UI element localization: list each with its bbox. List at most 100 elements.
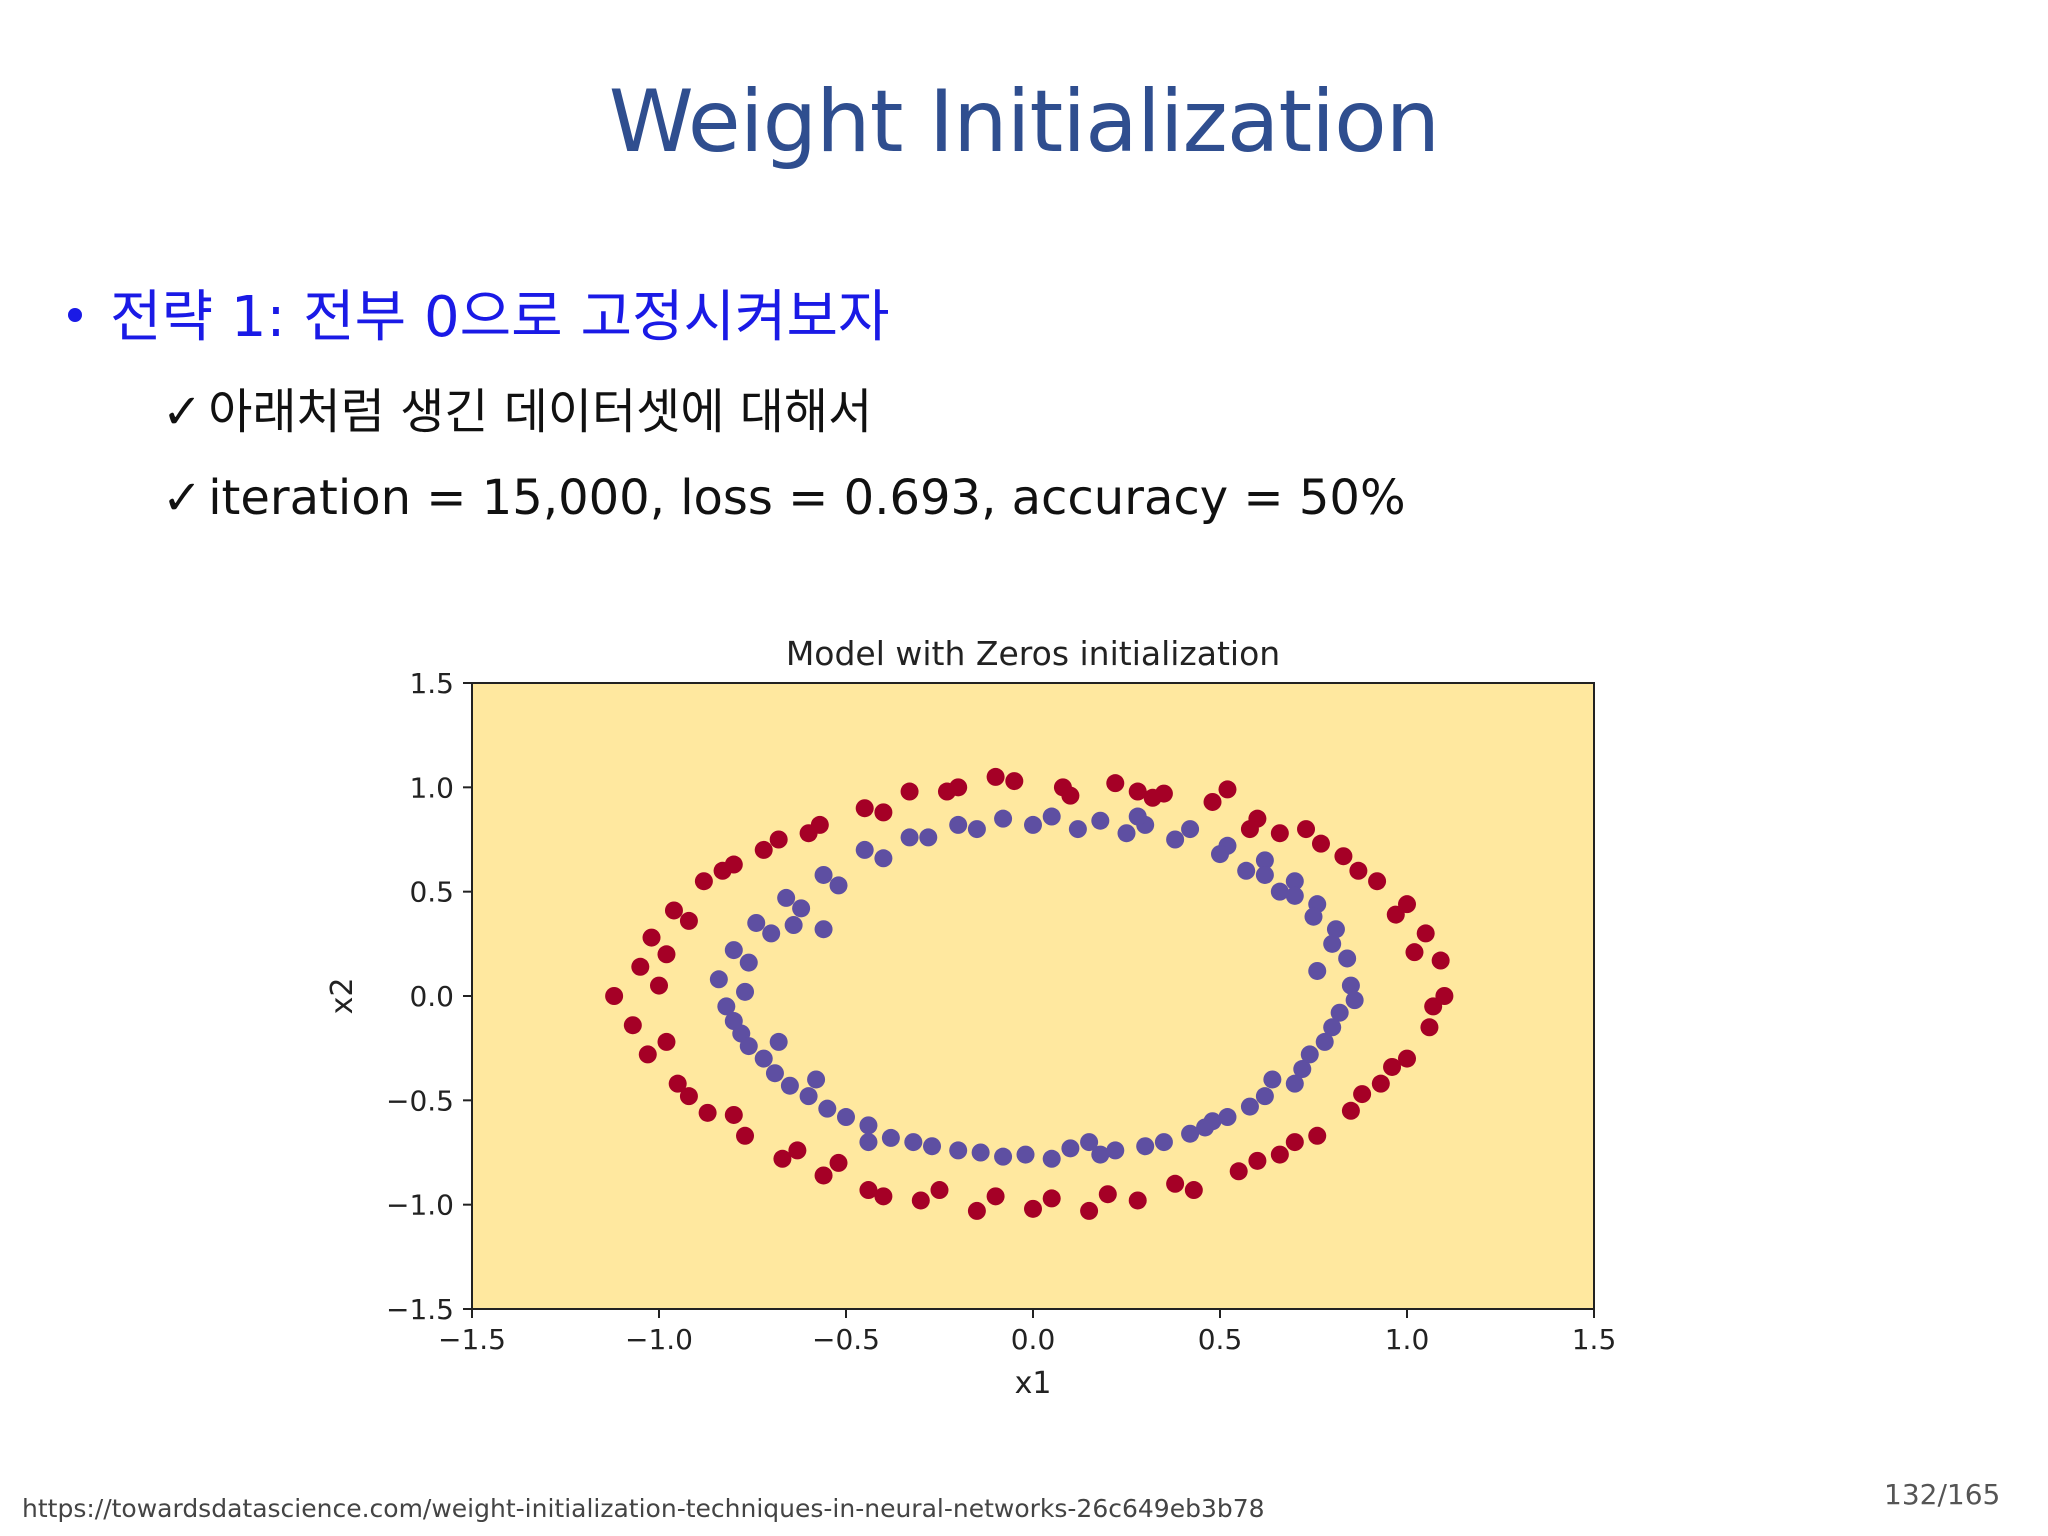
outer-point	[1203, 792, 1222, 811]
inner-point	[709, 970, 728, 989]
source-link[interactable]: https://towardsdatascience.com/weight-in…	[22, 1494, 1265, 1523]
outer-point	[736, 1126, 755, 1145]
y-axis-label: x2	[325, 978, 360, 1015]
x-tick-label: −0.5	[812, 1323, 880, 1356]
chart-svg: −1.5 −1.0 −0.5 0.0 0.5 1.0 1.5 −1.5 −1.0 −0.5 0.0 0…	[325, 634, 1617, 1401]
points-layer	[605, 767, 1454, 1220]
inner-point	[1323, 1018, 1342, 1037]
x-tick-label: 1.5	[1572, 1323, 1617, 1356]
outer-point	[855, 799, 874, 818]
outer-point	[1420, 1018, 1439, 1037]
outer-point	[1386, 905, 1405, 924]
outer-point	[1229, 1162, 1248, 1181]
inner-point	[837, 1108, 855, 1127]
check-text: iteration = 15,000, loss = 0.693, accura…	[208, 470, 1406, 526]
outer-point	[1334, 847, 1353, 866]
outer-point	[1166, 1174, 1185, 1193]
inner-point	[747, 913, 766, 932]
outer-point	[859, 1181, 878, 1200]
inner-point	[949, 1141, 968, 1160]
inner-point	[1345, 991, 1364, 1010]
inner-point	[1255, 1087, 1274, 1106]
inner-point	[762, 924, 781, 943]
outer-point	[1371, 1074, 1390, 1093]
inner-point	[1285, 872, 1304, 891]
inner-point	[1117, 824, 1136, 843]
inner-point	[1255, 865, 1274, 884]
outer-point	[1383, 1057, 1402, 1076]
outer-point	[799, 824, 818, 843]
inner-point	[736, 982, 755, 1001]
inner-point	[792, 899, 811, 918]
outer-point	[1311, 834, 1330, 853]
inner-point	[859, 1133, 878, 1152]
inner-point	[1285, 886, 1304, 905]
outer-point	[1297, 820, 1316, 839]
inner-point	[814, 865, 833, 884]
inner-point	[784, 916, 803, 935]
outer-point	[1285, 1133, 1304, 1152]
y-tick-label: 1.5	[409, 667, 454, 700]
checkmark-icon: ✓	[162, 470, 203, 526]
outer-point	[713, 861, 732, 880]
outer-point	[814, 1166, 833, 1185]
inner-point	[1091, 811, 1110, 830]
outer-point	[1184, 1181, 1203, 1200]
inner-point	[777, 888, 796, 907]
inner-point	[769, 1032, 788, 1051]
inner-point	[859, 1116, 878, 1135]
inner-point	[724, 941, 743, 960]
inner-point	[1323, 934, 1342, 953]
outer-point	[1061, 786, 1080, 805]
page-number: 132/165	[1884, 1478, 2001, 1511]
inner-point	[1106, 1141, 1125, 1160]
x-tick-label: −1.5	[438, 1323, 506, 1356]
check-item-results: ✓ iteration = 15,000, loss = 0.693, accur…	[162, 470, 1406, 526]
inner-point	[1293, 1060, 1312, 1079]
outer-point	[638, 1045, 657, 1064]
inner-point	[765, 1064, 784, 1083]
inner-point	[1341, 976, 1360, 995]
outer-point	[679, 911, 698, 930]
y-tick-label: −1.5	[386, 1293, 454, 1326]
outer-point	[657, 945, 676, 964]
outer-point	[664, 901, 683, 920]
inner-point	[874, 849, 893, 868]
inner-point	[994, 1147, 1013, 1166]
inner-point	[967, 820, 986, 839]
inner-point	[1308, 961, 1327, 980]
slide-title: Weight Initialization	[608, 72, 1440, 172]
bullet-dot-icon	[68, 307, 82, 322]
outer-point	[1218, 780, 1237, 799]
inner-point	[814, 920, 833, 939]
inner-point	[1240, 1097, 1259, 1116]
chart-title: Model with Zeros initialization	[786, 634, 1280, 673]
inner-point	[855, 840, 874, 859]
outer-point	[1248, 1151, 1267, 1170]
inner-point	[1285, 1074, 1304, 1093]
outer-point	[967, 1201, 986, 1220]
inner-point	[919, 828, 938, 847]
inner-point	[1024, 815, 1042, 834]
outer-point	[911, 1191, 930, 1210]
y-tick-label: −0.5	[386, 1084, 454, 1117]
inner-point	[717, 997, 736, 1016]
inner-point	[949, 815, 968, 834]
inner-point	[1166, 830, 1185, 849]
inner-point	[1211, 845, 1229, 864]
inner-point	[780, 1076, 799, 1095]
outer-point	[623, 1016, 642, 1035]
inner-point	[1128, 807, 1147, 826]
inner-point	[1042, 1149, 1061, 1168]
scatter-chart: −1.5 −1.0 −0.5 0.0 0.5 1.0 1.5 −1.5 −1.0 −0.5 0.0 0…	[300, 615, 1680, 1425]
outer-point	[724, 1105, 743, 1124]
outer-point	[930, 1181, 949, 1200]
outer-point	[874, 1187, 893, 1206]
inner-point	[1080, 1133, 1099, 1152]
outer-point	[1308, 1126, 1327, 1145]
outer-point	[1405, 943, 1424, 962]
inner-point	[1091, 1145, 1110, 1164]
inner-point	[1237, 861, 1256, 880]
inner-point	[1330, 1003, 1349, 1022]
